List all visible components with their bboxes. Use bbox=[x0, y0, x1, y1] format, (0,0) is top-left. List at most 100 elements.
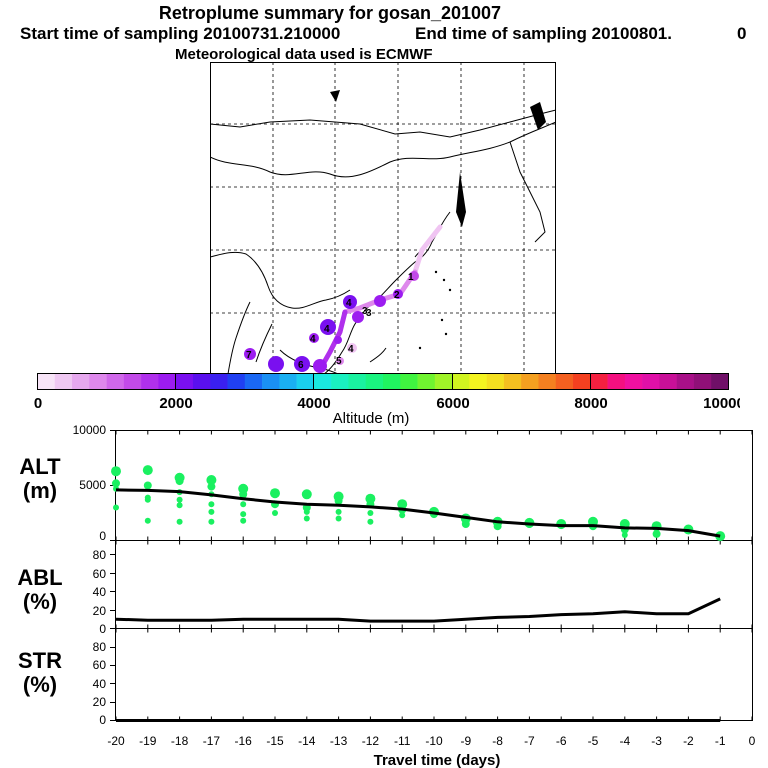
colorbar-cell bbox=[659, 373, 677, 390]
trajectory-markers bbox=[244, 271, 419, 373]
alt-dot bbox=[335, 515, 342, 522]
alt-dot bbox=[240, 511, 247, 518]
colorbar-cell bbox=[106, 373, 125, 390]
colorbar-tick-label: 2000 bbox=[159, 395, 192, 412]
colorbar-tick-label: 4000 bbox=[297, 395, 330, 412]
x-tick-label: -9 bbox=[460, 734, 471, 748]
trajectory-label: 3 bbox=[366, 308, 372, 319]
altitude-colorbar: 0 2000 4000 6000 8000 10000 Altitude (m) bbox=[34, 373, 740, 427]
trajectory-label: 4 bbox=[346, 298, 352, 309]
x-tick-label: -5 bbox=[588, 734, 599, 748]
abl-panel-label: ABL (%) bbox=[12, 566, 68, 614]
chart-title: Retroplume summary for gosan_201007 bbox=[158, 3, 502, 23]
alt-ytick: 0 bbox=[99, 529, 106, 543]
trajectory-label: 3 bbox=[362, 306, 368, 317]
colorbar-cell bbox=[348, 373, 367, 390]
colorbar-cell bbox=[72, 373, 90, 390]
x-tick-label: -2 bbox=[683, 734, 694, 748]
x-tick-label: -19 bbox=[139, 734, 157, 748]
trajectory-label: 4 bbox=[310, 334, 316, 345]
str-panel-frame bbox=[115, 628, 753, 721]
alt-dot bbox=[303, 515, 310, 522]
x-tick-label: -16 bbox=[235, 734, 253, 748]
alt-dot bbox=[270, 488, 280, 499]
colorbar-cell bbox=[296, 373, 315, 390]
trajectory-marker bbox=[244, 348, 256, 360]
x-tick-label: -8 bbox=[492, 734, 503, 748]
trajectory-label: 7 bbox=[246, 350, 252, 361]
alt-dot bbox=[112, 479, 120, 488]
abl-panel-frame bbox=[115, 540, 753, 629]
alt-dot bbox=[367, 510, 374, 516]
alt-dot bbox=[207, 482, 216, 491]
trajectory-marker bbox=[334, 336, 342, 344]
str-panel-label: STR (%) bbox=[12, 649, 68, 697]
alt-dot bbox=[367, 518, 374, 525]
colorbar-cell bbox=[262, 373, 280, 390]
alt-dot bbox=[399, 512, 406, 519]
alt-ytick: 10000 bbox=[73, 423, 107, 437]
colorbar-frame bbox=[37, 373, 729, 390]
trajectory-marker bbox=[343, 295, 357, 309]
trajectory-marker bbox=[313, 359, 327, 373]
alt-yticks: 0 5000 10000 bbox=[73, 423, 107, 543]
x-tick-marks bbox=[115, 430, 753, 721]
x-tick-label: 0 bbox=[749, 734, 756, 748]
alt-dot bbox=[143, 481, 152, 490]
trajectory-marker bbox=[336, 357, 344, 365]
colorbar-tick-label: 6000 bbox=[436, 395, 469, 412]
colorbar-cell bbox=[693, 373, 712, 390]
alt-dot bbox=[301, 489, 312, 500]
colorbar-cell bbox=[486, 373, 505, 390]
trajectory-marker bbox=[393, 289, 403, 299]
alt-ytick: 5000 bbox=[79, 478, 106, 492]
alt-dot bbox=[144, 517, 151, 524]
alt-dot bbox=[240, 501, 247, 508]
str-label-bottom: (%) bbox=[22, 672, 58, 697]
x-tick-label: -18 bbox=[171, 734, 189, 748]
colorbar-tick-labels: 0 2000 4000 6000 8000 10000 bbox=[34, 395, 740, 412]
colorbar-cell bbox=[469, 373, 487, 390]
alt-dot bbox=[142, 465, 153, 476]
alt-dot bbox=[208, 501, 215, 508]
trajectory-marker bbox=[320, 319, 336, 335]
str-ytick: 40 bbox=[93, 677, 107, 691]
colorbar-cell bbox=[158, 373, 176, 390]
colorbar-cell bbox=[54, 373, 73, 390]
alt-dot bbox=[272, 510, 278, 516]
abl-ytick: 40 bbox=[93, 585, 107, 599]
colorbar-cell bbox=[210, 373, 228, 390]
trajectory-label: 4 bbox=[324, 324, 330, 335]
alt-label-top: ALT bbox=[19, 454, 61, 479]
colorbar-cell bbox=[607, 373, 626, 390]
str-ytick: 0 bbox=[99, 713, 106, 727]
colorbar-tick-label: 10000 bbox=[703, 395, 740, 412]
alt-altitude-dots bbox=[111, 465, 726, 542]
colorbar-cell bbox=[521, 373, 539, 390]
alt-dot bbox=[493, 522, 502, 531]
trajectory-segment-near bbox=[412, 224, 443, 275]
alt-dot bbox=[113, 504, 119, 511]
x-tick-label: -7 bbox=[524, 734, 535, 748]
trajectory-label: 6 bbox=[298, 360, 304, 371]
colorbar-cell bbox=[711, 373, 729, 390]
colorbar-cell bbox=[123, 373, 142, 390]
trajectory-marker bbox=[347, 343, 357, 353]
x-tick-label: -14 bbox=[298, 734, 316, 748]
colorbar-cell bbox=[175, 373, 194, 390]
colorbar-cell bbox=[331, 373, 349, 390]
trajectory-marker bbox=[309, 333, 319, 343]
str-ytick: 60 bbox=[93, 658, 107, 672]
x-tick-label: -1 bbox=[715, 734, 726, 748]
x-tick-label: -10 bbox=[425, 734, 443, 748]
alt-dot bbox=[208, 508, 215, 515]
colorbar-tick-label: 8000 bbox=[574, 395, 607, 412]
colorbar-cell bbox=[434, 373, 453, 390]
colorbar-cell bbox=[141, 373, 159, 390]
trajectory-marker bbox=[352, 311, 364, 323]
colorbar-cell bbox=[676, 373, 695, 390]
trajectory-labels: 1 2 3 4 4 4 5 6 7 4 3 bbox=[246, 272, 414, 371]
colorbar-cell bbox=[313, 373, 332, 390]
colorbar-cell bbox=[624, 373, 643, 390]
trajectory-label: 1 bbox=[408, 272, 414, 283]
